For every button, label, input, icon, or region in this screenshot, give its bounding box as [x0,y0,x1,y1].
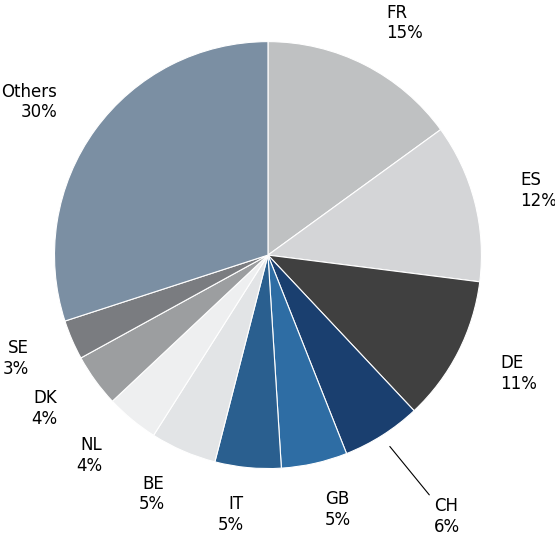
Text: DE
11%: DE 11% [500,354,537,393]
Text: GB
5%: GB 5% [325,490,351,528]
Text: SE
3%: SE 3% [3,339,29,378]
Wedge shape [81,255,268,401]
Text: IT
5%: IT 5% [218,495,244,534]
Wedge shape [65,255,268,358]
Wedge shape [154,255,268,462]
Text: FR
15%: FR 15% [386,4,423,42]
Text: BE
5%: BE 5% [138,475,164,513]
Text: CH
6%: CH 6% [390,446,460,536]
Wedge shape [54,41,268,321]
Wedge shape [268,255,414,454]
Wedge shape [268,255,480,411]
Text: NL
4%: NL 4% [76,437,102,475]
Wedge shape [112,255,268,436]
Text: Others
30%: Others 30% [2,83,57,121]
Text: DK
4%: DK 4% [31,389,57,427]
Wedge shape [215,255,281,469]
Wedge shape [268,41,441,255]
Wedge shape [268,129,481,282]
Text: ES
12%: ES 12% [520,171,555,210]
Wedge shape [268,255,346,468]
